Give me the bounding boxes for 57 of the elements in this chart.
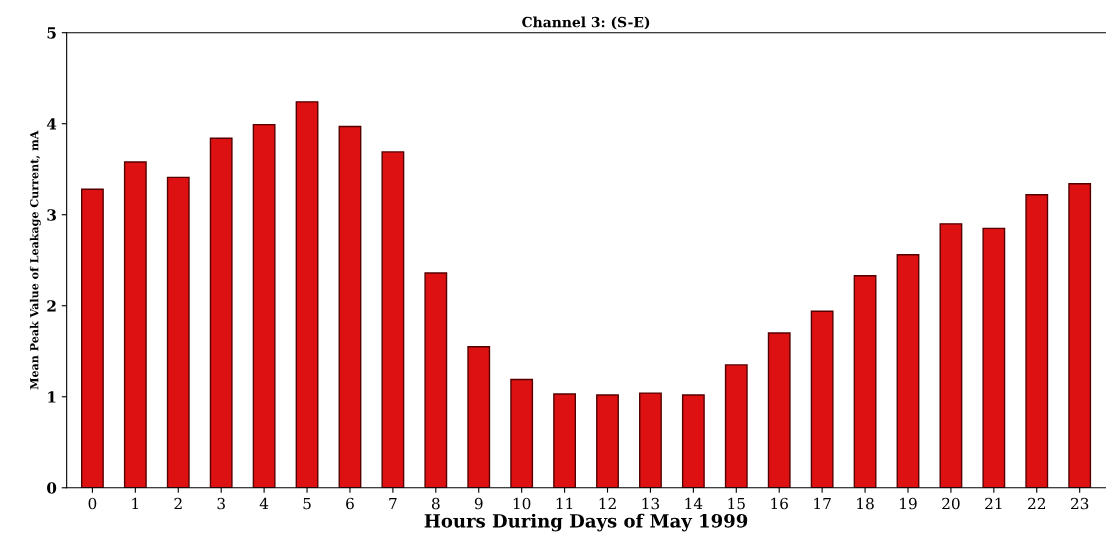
x-tick-label: 23 [1071,497,1089,510]
x-axis-title: Hours During Days of May 1999 [424,513,748,532]
x-tick-label: 1 [132,497,139,510]
chart-title: Channel 3: (S-E) [522,16,650,30]
x-tick-label: 21 [985,497,1002,510]
x-tick-label: 19 [900,497,917,510]
bar [639,392,662,488]
x-tick-label: 9 [474,497,483,510]
bar [1025,194,1049,488]
bar [510,378,534,488]
bar [767,332,791,488]
x-tick-label: 2 [174,497,182,510]
x-tick-label: 10 [513,497,531,510]
y-axis-title: Mean Peak Value of Leakage Current, mA [29,130,41,390]
y-tick-label: 3 [47,209,56,221]
bar [896,254,920,488]
bar [209,137,233,488]
bar [1068,183,1092,488]
bar [553,393,577,488]
bar [424,272,448,488]
bar [295,101,319,488]
bar [166,176,190,488]
x-tick-label: 22 [1028,497,1045,510]
y-tick-label: 2 [47,300,56,312]
x-tick-label: 14 [685,497,703,510]
bar [982,227,1006,488]
x-tick-label: 20 [942,497,960,510]
bar [810,310,834,488]
x-tick-label: 7 [389,497,397,510]
bar [381,151,405,488]
x-tick-label: 13 [642,497,660,510]
x-tick-label: 5 [303,497,311,510]
bar [80,188,104,488]
bar [123,161,147,488]
bar [252,123,276,488]
bar [467,346,491,488]
x-tick-label: 18 [857,497,874,510]
bar [939,223,963,488]
y-tick-label: 5 [47,27,56,39]
x-tick-label: 8 [431,497,440,510]
x-tick-label: 4 [259,497,269,510]
x-tick-label: 16 [771,497,788,510]
x-tick-label: 11 [556,497,573,510]
x-tick-label: 6 [346,497,354,510]
bar [853,275,877,488]
y-tick-label: 1 [48,391,56,403]
x-tick-label: 12 [599,497,616,510]
bar [724,364,748,488]
x-tick-label: 17 [814,497,831,510]
y-tick-label: 0 [47,482,57,494]
x-tick-label: 3 [217,497,225,510]
x-tick-label: 0 [88,497,97,510]
bar [338,125,362,488]
bar [681,394,705,488]
x-tick-label: 15 [728,497,745,510]
y-tick-label: 4 [46,118,57,130]
bar [596,394,619,488]
